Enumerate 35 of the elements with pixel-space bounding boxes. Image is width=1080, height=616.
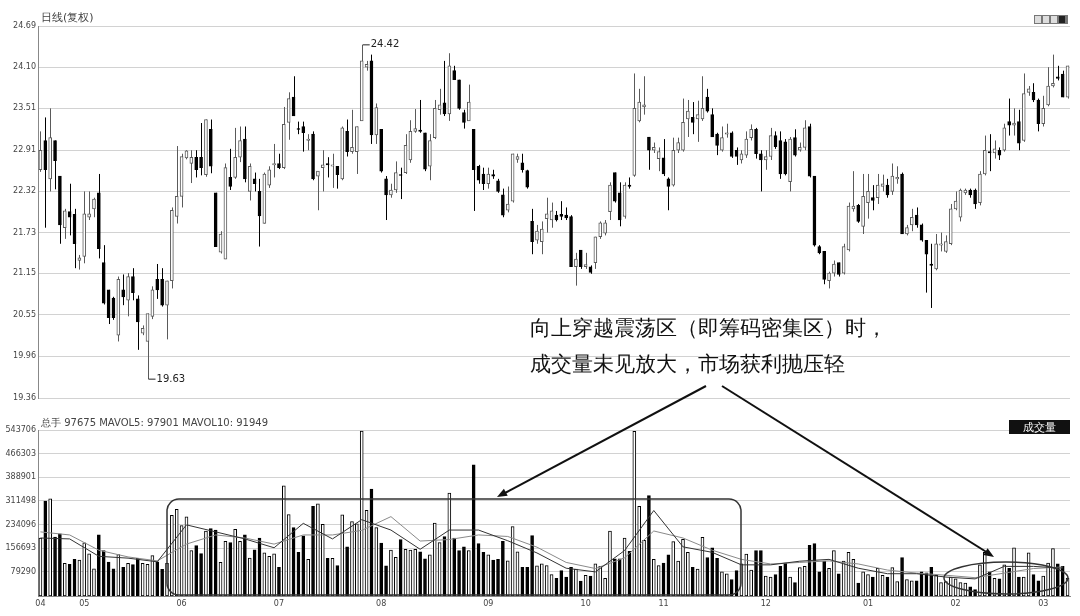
x-tick-label: 08 [376, 598, 387, 608]
annotation: 向上穿越震荡区（即筹码密集区）时，成交量未见放大，市场获利抛压轻 [530, 316, 887, 377]
y-tick-label: 21.15 [13, 268, 36, 278]
y-tick-label: 543706 [5, 425, 36, 435]
x-tick-label: 07 [273, 598, 285, 608]
y-tick-label: 156693 [5, 543, 36, 553]
x-tick-label: 06 [176, 598, 187, 608]
y-tick-label: 22.32 [13, 186, 36, 196]
y-tick-label: 388901 [5, 472, 36, 482]
x-tick-label: 12 [760, 598, 771, 608]
y-tick-label: 22.91 [13, 145, 36, 155]
annotation: 19.63 [156, 372, 186, 384]
x-tick-label: 02 [950, 598, 961, 608]
annotation: 24.42 [370, 38, 400, 50]
text: 总手 97675 MAVOL5: 97901 MAVOL10: 91949 [40, 416, 269, 428]
y-tick-label: 79290 [10, 566, 36, 576]
x-tick-label: 03 [1038, 598, 1049, 608]
y-tick-label: 311498 [5, 495, 36, 505]
y-tick-label: 20.55 [13, 310, 36, 320]
y-tick-label: 24.69 [13, 21, 36, 31]
x-tick-label: 10 [580, 598, 591, 608]
x-tick-label: 09 [483, 598, 494, 608]
x-tick-label: 05 [79, 598, 90, 608]
y-tick-label: 466303 [5, 448, 36, 458]
y-tick-label: 19.36 [13, 393, 36, 403]
y-tick-label: 24.10 [13, 62, 36, 72]
chart-title: 成交量 [1009, 420, 1070, 434]
x-tick-label: 04 [35, 598, 46, 608]
x-tick-label: 11 [658, 598, 669, 608]
chart-title: 日线(复权) [41, 10, 94, 24]
y-tick-label: 234096 [5, 519, 36, 529]
y-tick-label: 23.51 [13, 103, 36, 113]
y-tick-label: 21.73 [13, 227, 36, 237]
x-tick-label: 01 [862, 598, 874, 608]
y-tick-label: 19.96 [13, 351, 36, 361]
